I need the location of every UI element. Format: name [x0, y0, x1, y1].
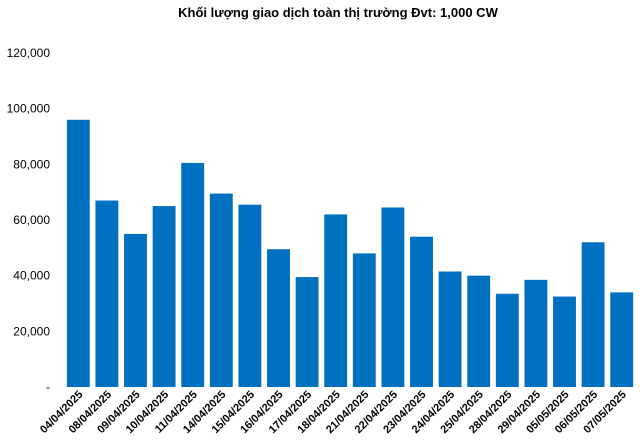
bar — [181, 162, 205, 387]
bar — [209, 193, 233, 387]
bar — [524, 279, 548, 387]
bar — [410, 236, 433, 387]
chart-title: Khối lượng giao dịch toàn thị trường Đvt… — [178, 5, 498, 20]
y-axis: - 20,000 40,000 60,000 80,000 100,000 120,000 — [7, 46, 51, 394]
y-tick-label: 60,000 — [13, 213, 50, 227]
bars — [66, 119, 634, 388]
y-tick-label: 20,000 — [13, 324, 50, 338]
bar — [381, 207, 405, 387]
y-tick-label: 120,000 — [7, 46, 51, 60]
bar — [152, 206, 176, 387]
y-tick-label: - — [46, 380, 50, 394]
bar — [553, 296, 576, 387]
bar — [267, 249, 290, 387]
y-tick-label: 40,000 — [13, 269, 50, 283]
y-tick-label: 80,000 — [13, 157, 50, 171]
bar — [467, 275, 491, 387]
bar — [238, 204, 262, 387]
bar — [124, 233, 147, 387]
bar — [95, 200, 119, 387]
bar — [495, 293, 519, 387]
bar — [352, 253, 376, 387]
y-tick-label: 100,000 — [7, 102, 51, 116]
bar — [324, 214, 348, 387]
x-axis: 04/04/202508/04/202509/04/202510/04/2025… — [38, 389, 629, 436]
bar — [438, 271, 462, 387]
bar — [295, 277, 319, 387]
bar — [581, 242, 605, 387]
bar — [610, 292, 634, 387]
bar — [66, 119, 90, 388]
